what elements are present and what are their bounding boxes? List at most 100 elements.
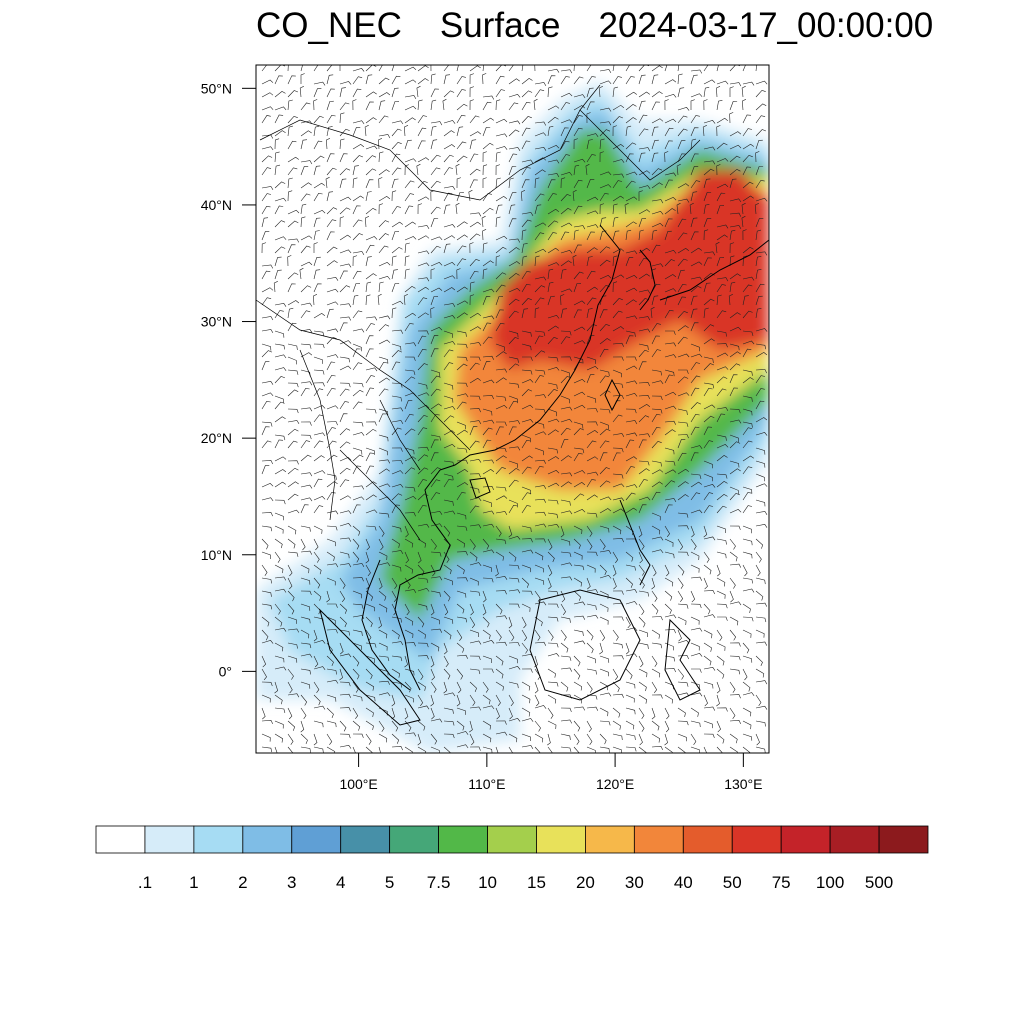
wind-barb: [261, 668, 267, 681]
wind-barb: [716, 224, 729, 229]
wind-barb: [469, 258, 480, 267]
wind-barb: [755, 375, 766, 384]
wind-barb: [404, 286, 416, 293]
wind-barb: [625, 707, 636, 715]
wind-barb: [703, 603, 711, 615]
wind-barb: [586, 655, 596, 664]
wind-barb: [313, 640, 326, 644]
wind-barb: [742, 81, 755, 86]
wind-barb: [547, 418, 560, 423]
wind-barb: [742, 692, 755, 696]
wind-barb: [326, 301, 339, 306]
border-china-south: [256, 299, 471, 451]
wind-barb: [612, 447, 624, 453]
wind-barb: [586, 65, 592, 72]
wind-barb: [469, 408, 481, 413]
wind-barb: [313, 242, 318, 253]
wind-barb: [495, 466, 506, 475]
wind-barb: [560, 356, 572, 361]
wind-barb: [456, 694, 461, 707]
wind-barb: [443, 733, 455, 739]
wind-barb: [274, 343, 285, 350]
wind-barb: [573, 640, 586, 645]
colorbar-label: 40: [674, 873, 693, 892]
wind-barb: [365, 273, 377, 280]
wind-barb: [456, 103, 468, 111]
wind-barb: [508, 102, 519, 111]
wind-barb: [261, 426, 270, 436]
wind-barb: [417, 454, 429, 462]
wind-barb: [586, 551, 598, 557]
wind-barb: [339, 603, 347, 614]
wind-barb: [456, 343, 468, 349]
wind-barb: [287, 90, 299, 98]
wind-barb: [300, 590, 312, 596]
wind-barb: [547, 126, 554, 137]
wind-barb: [534, 601, 547, 606]
wind-barb: [586, 308, 593, 319]
wind-barb: [638, 668, 648, 678]
wind-barb: [742, 466, 753, 475]
wind-barb: [495, 216, 501, 228]
wind-barb: [404, 193, 415, 202]
wind-barb: [339, 590, 346, 603]
wind-barb: [339, 733, 351, 739]
wind-barb: [365, 335, 374, 345]
wind-barb: [495, 615, 508, 620]
wind-barb: [599, 452, 608, 462]
wind-barb: [482, 681, 489, 693]
wind-barb: [624, 202, 629, 215]
wind-barb: [378, 115, 389, 124]
wind-barb: [352, 668, 360, 680]
wind-barb: [300, 160, 313, 165]
wind-barb: [716, 733, 725, 744]
wind-barb: [261, 590, 272, 597]
wind-barb: [339, 551, 350, 559]
wind-barb: [534, 232, 545, 241]
wind-barb: [313, 217, 321, 228]
wind-barb: [508, 629, 515, 641]
wind-barb: [521, 466, 532, 475]
wind-barb: [261, 193, 272, 202]
wind-barb: [598, 86, 603, 98]
wind-barb: [326, 454, 338, 462]
colorbar-swatch: [389, 825, 439, 854]
wind-barb: [612, 473, 624, 479]
wind-barb: [677, 128, 688, 137]
wind-barb: [573, 720, 581, 732]
wind-barb: [482, 439, 492, 449]
wind-barb: [482, 408, 493, 416]
wind-barb: [599, 574, 612, 579]
wind-barb: [638, 733, 643, 746]
wind-barb: [352, 343, 362, 352]
wind-barb: [599, 129, 611, 137]
wind-barb: [430, 65, 432, 72]
wind-barb: [377, 138, 383, 150]
wind-barb: [468, 189, 473, 202]
wind-barb: [638, 616, 646, 628]
wind-barb: [300, 472, 313, 477]
taiwan-coast: [604, 378, 621, 412]
wind-barb: [573, 470, 586, 475]
wind-barb: [508, 642, 520, 647]
wind-barb: [651, 199, 664, 204]
wind-barb: [352, 195, 364, 202]
wind-barb: [599, 508, 612, 514]
wind-barb: [755, 629, 765, 638]
wind-barb: [703, 120, 716, 124]
wind-barb: [404, 694, 414, 703]
wind-barb: [482, 73, 487, 85]
wind-barb: [664, 259, 676, 267]
wind-barb: [365, 707, 374, 717]
colorbar-label: 50: [723, 873, 742, 892]
wind-barb: [586, 231, 595, 241]
wind-barb: [547, 145, 560, 150]
wind-barb: [534, 641, 547, 646]
wind-barb: [664, 99, 669, 111]
wind-barb: [483, 668, 494, 673]
wind-barb: [377, 293, 382, 306]
wind-barb: [716, 720, 721, 733]
wind-barb: [534, 538, 546, 543]
wind-barb: [729, 273, 741, 280]
wind-barb: [508, 337, 519, 345]
